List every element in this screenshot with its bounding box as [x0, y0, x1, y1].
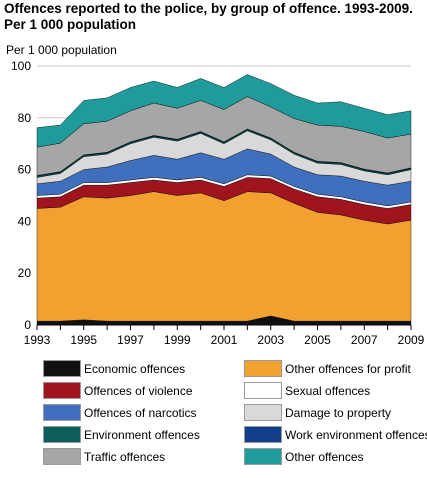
y-tick-label: 40	[18, 214, 32, 228]
y-tick-label: 60	[18, 163, 32, 177]
y-tick-label: 80	[18, 111, 32, 125]
chart-title: Offences reported to the police, by grou…	[4, 1, 424, 33]
x-tick-label: 1997	[117, 333, 144, 347]
y-tick-label: 100	[11, 59, 31, 73]
area-other-offences	[36, 74, 412, 148]
x-tick-label: 2009	[398, 333, 425, 347]
x-tick-label: 1993	[24, 333, 51, 347]
axes-group: 0 20 40 60 80 100 1993 1995 1997 1999 2001 2003 2005…	[11, 59, 425, 347]
x-tick-label: 2007	[351, 333, 378, 347]
x-tick-label: 1995	[70, 333, 97, 347]
chart-title-line-2: Per 1 000 population	[4, 17, 137, 32]
area-series-group	[36, 74, 412, 326]
y-tick-label: 0	[24, 318, 31, 332]
y-axis-unit-label: Per 1 000 population	[6, 43, 117, 57]
x-tick-label: 2003	[257, 333, 284, 347]
chart-title-line-1: Offences reported to the police, by grou…	[4, 1, 413, 16]
x-tick-label: 2001	[211, 333, 238, 347]
x-tick-label: 1999	[164, 333, 191, 347]
x-tick-label: 2005	[304, 333, 331, 347]
y-tick-label: 20	[18, 266, 32, 280]
